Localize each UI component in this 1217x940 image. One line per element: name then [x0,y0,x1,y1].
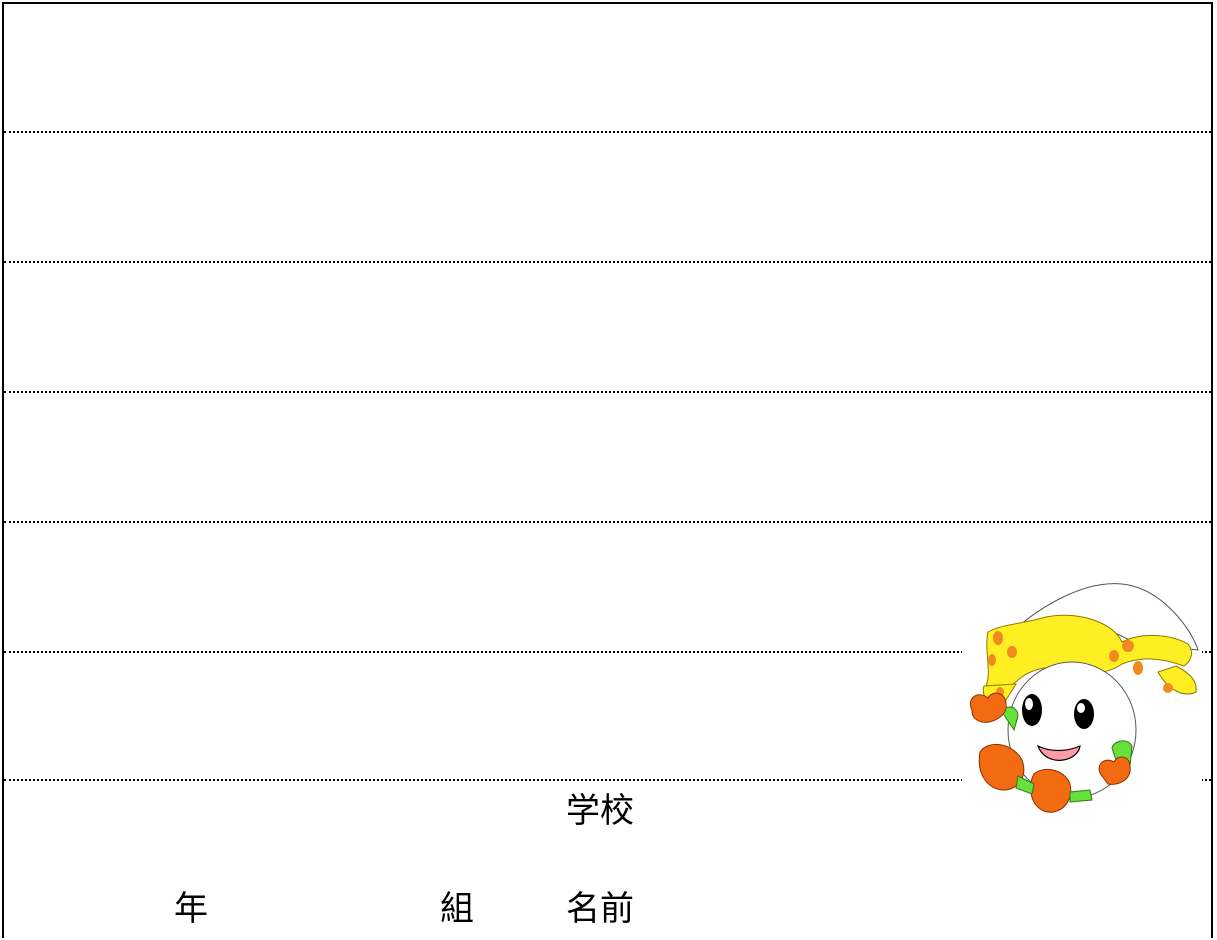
writing-line [4,131,1211,133]
writing-line [4,391,1211,393]
school-label: 学校 [566,794,634,828]
year-label: 年 [174,892,208,926]
writing-line [4,261,1211,263]
class-label: 組 [440,892,474,926]
mascot-character-icon [962,580,1202,820]
writing-line [4,521,1211,523]
name-label: 名前 [566,892,634,926]
